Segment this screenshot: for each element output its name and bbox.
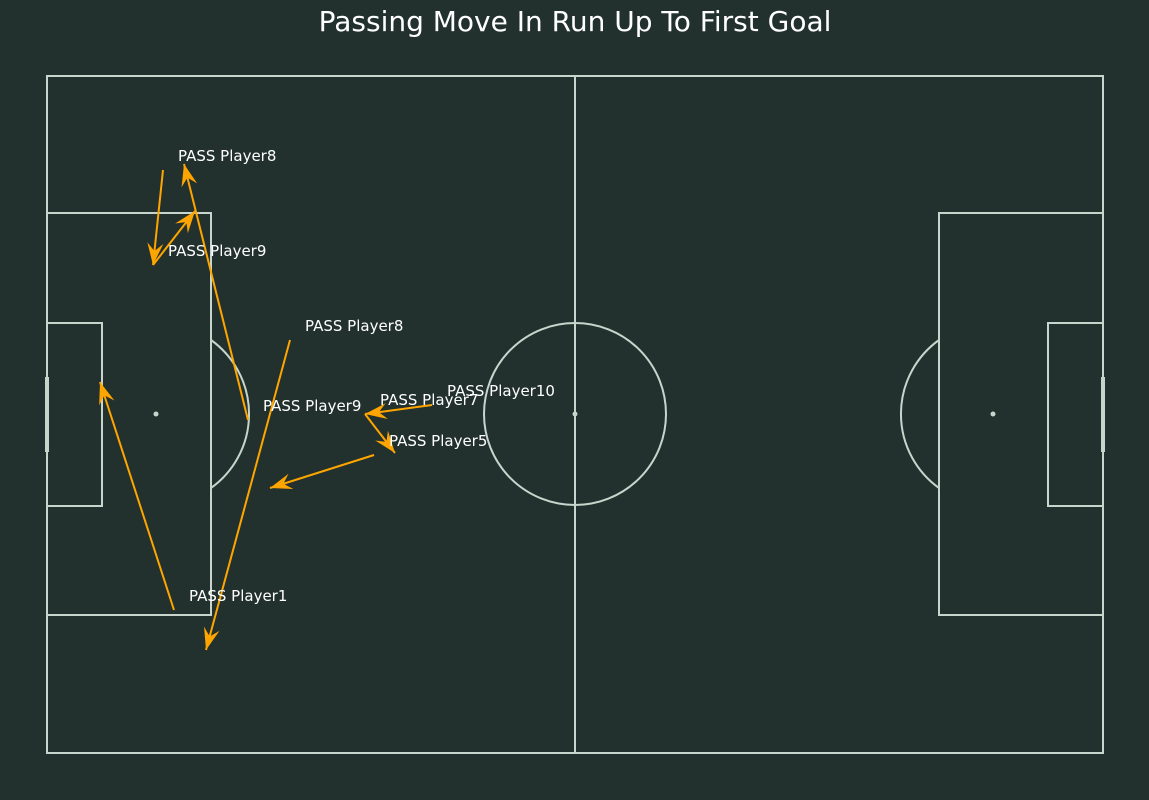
pass-arrowhead [99, 382, 115, 406]
centre-spot [572, 411, 578, 417]
pass-labels-layer: PASS Player1 PASS Player8 PASS Player9 PASS… [168, 147, 555, 605]
pass-arrowhead [270, 473, 294, 489]
pass-arrow [181, 163, 249, 421]
pass-arrow [147, 169, 164, 266]
pass-arrow [99, 381, 175, 611]
pass-line [269, 454, 375, 489]
right-penalty-arc [899, 339, 940, 489]
pass-label: PASS Player7 [380, 391, 478, 409]
pass-arrowhead [175, 211, 195, 234]
centre-circle [483, 322, 667, 506]
passes-layer [99, 163, 433, 651]
pass-label: PASS Player10 [447, 382, 555, 400]
pass-arrow [204, 339, 291, 651]
pass-arrow [364, 413, 396, 454]
pass-label: PASS Player9 [263, 397, 361, 415]
pass-arrowhead [204, 626, 220, 650]
pass-arrow [152, 210, 196, 266]
pass-arrowhead [181, 164, 198, 188]
left-six-yard-box [46, 322, 103, 507]
pass-arrowhead [375, 430, 395, 453]
pass-label: PASS Player8 [178, 147, 276, 165]
pass-arrow [364, 403, 433, 419]
left-penalty-spot [153, 411, 159, 417]
right-six-yard-box [1047, 322, 1104, 507]
pass-arrow [269, 454, 375, 489]
pitch-markings [45, 75, 1105, 754]
pass-arrowhead [365, 403, 388, 419]
chart-title: Passing Move In Run Up To First Goal [319, 5, 832, 38]
pass-line [99, 381, 175, 611]
pass-arrowhead [147, 242, 164, 265]
right-penalty-area [938, 212, 1104, 616]
left-penalty-arc [210, 339, 251, 489]
pass-label: PASS Player8 [305, 317, 403, 335]
pass-label: PASS Player5 [389, 432, 487, 450]
left-penalty-area [46, 212, 212, 616]
pass-label: PASS Player1 [189, 587, 287, 605]
right-penalty-spot [990, 411, 996, 417]
pass-line [205, 339, 291, 651]
pass-line [183, 163, 249, 421]
pass-label: PASS Player9 [168, 242, 266, 260]
pass-line [152, 169, 164, 266]
